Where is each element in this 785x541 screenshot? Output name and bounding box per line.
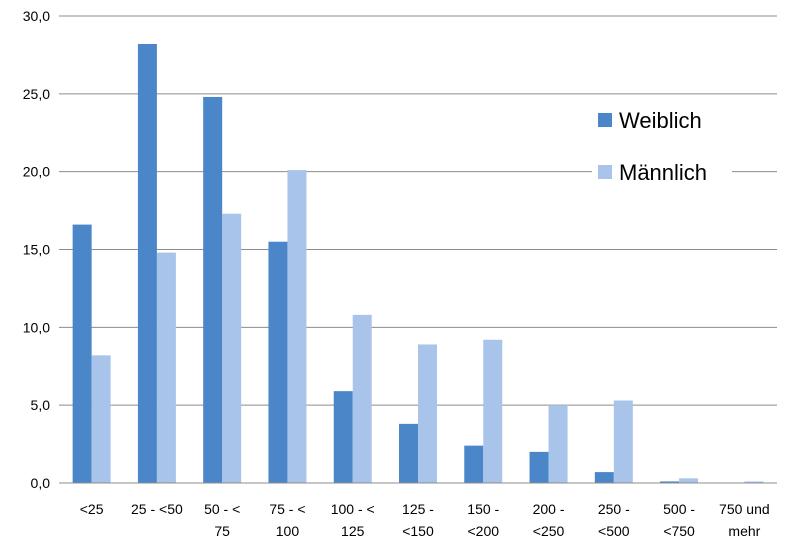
x-tick-label: 50 - <75 — [204, 501, 240, 539]
bar-weiblich — [399, 423, 418, 483]
legend-swatch — [598, 113, 612, 127]
x-tick-label: <25 — [80, 501, 104, 517]
legend-swatch — [598, 165, 612, 179]
bar-weiblich — [464, 445, 484, 483]
y-tick-label: 30,0 — [23, 8, 50, 24]
bar-m-nnlich — [679, 478, 699, 483]
x-tick-label: 100 - <125 — [331, 501, 375, 539]
y-tick-label: 25,0 — [23, 86, 50, 102]
x-tick-label: 200 -<250 — [533, 501, 565, 539]
bar-weiblich — [203, 96, 223, 483]
legend-label: Männlich — [619, 160, 707, 185]
bar-m-nnlich — [156, 252, 176, 483]
bar-weiblich — [137, 44, 157, 484]
y-tick-label: 0,0 — [31, 475, 51, 491]
bar-m-nnlich — [222, 213, 242, 483]
legend: Weiblich Männlich — [592, 108, 732, 186]
x-tick-label: 125 -<150 — [402, 501, 434, 539]
y-axis-tick-labels: 0,0 5,0 10,0 15,0 20,0 25,0 30,0 — [23, 8, 50, 491]
y-tick-label: 10,0 — [23, 319, 50, 335]
y-tick-label: 20,0 — [23, 164, 50, 180]
bar-weiblich — [72, 224, 92, 483]
bar-m-nnlich — [287, 170, 307, 484]
bar-m-nnlich — [744, 481, 764, 483]
bar-weiblich — [594, 472, 614, 483]
x-tick-label: 250 -<500 — [598, 501, 630, 539]
x-tick-label: 750 und mehr — [719, 501, 770, 539]
bar-m-nnlich — [483, 339, 503, 483]
bar-weiblich — [268, 241, 288, 483]
x-tick-label: 25 - <50 — [131, 501, 183, 517]
x-tick-label: 75 - <100 — [269, 501, 305, 539]
y-tick-label: 15,0 — [23, 242, 50, 258]
x-tick-label: 500 -<750 — [663, 501, 695, 539]
bar-weiblich — [529, 451, 549, 483]
bar-m-nnlich — [352, 314, 372, 483]
bars — [72, 44, 764, 484]
bar-m-nnlich — [91, 355, 111, 483]
bar-weiblich — [333, 391, 353, 483]
gridlines — [59, 15, 777, 406]
bar-m-nnlich — [548, 405, 568, 483]
legend-label: Weiblich — [619, 108, 702, 133]
x-axis-tick-labels: <25 25 - <50 50 - <75 75 - <100 100 - <125 12… — [80, 501, 770, 539]
bar-weiblich — [660, 481, 680, 483]
x-tick-label: 150 -<200 — [467, 501, 499, 539]
bar-m-nnlich — [613, 400, 633, 483]
y-tick-label: 5,0 — [31, 397, 51, 413]
legend-background — [592, 157, 732, 186]
bar-m-nnlich — [418, 344, 437, 483]
